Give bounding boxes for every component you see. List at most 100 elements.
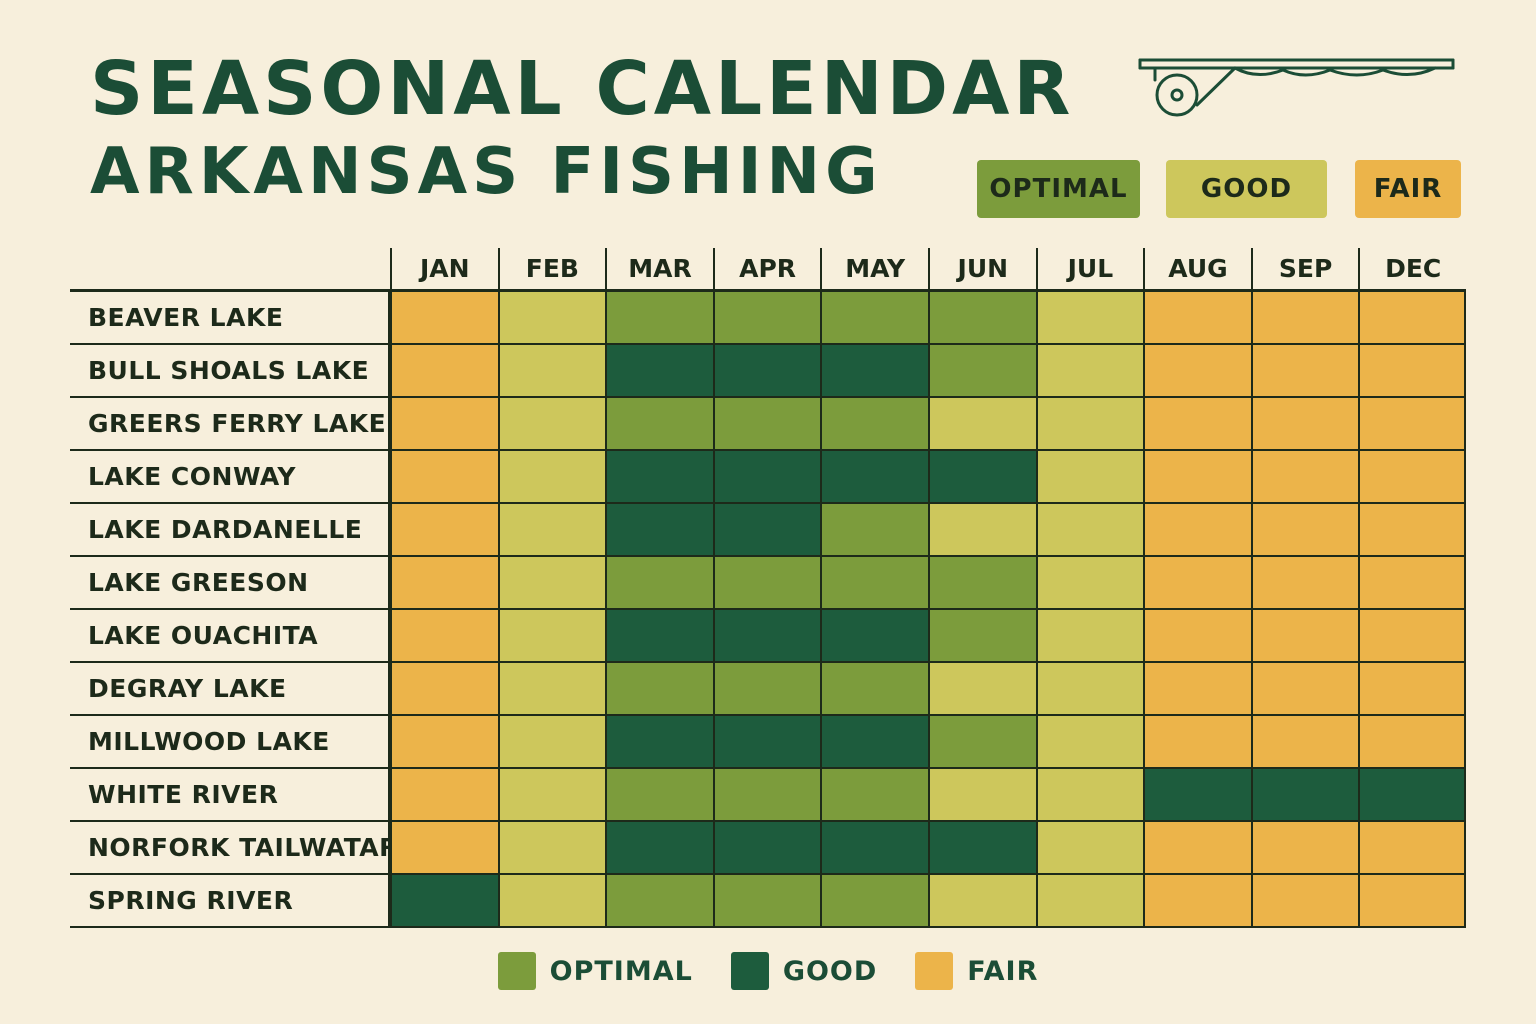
heatmap-cell <box>712 875 821 928</box>
bottom-legend-item-optimal: OPTIMAL <box>497 952 693 990</box>
heatmap-cell <box>712 663 821 716</box>
heatmap-cell <box>1250 292 1359 345</box>
month-header-jun: JUN <box>927 248 1036 292</box>
heatmap-cell <box>1035 875 1144 928</box>
heatmap-cell <box>497 345 606 398</box>
heatmap-cell <box>1143 451 1251 504</box>
heatmap-cell <box>1250 504 1359 557</box>
heatmap-cell <box>820 822 928 875</box>
heatmap-cell <box>390 345 498 398</box>
heatmap-cell <box>605 610 713 663</box>
heatmap-cell <box>1250 716 1359 769</box>
grid-corner <box>70 248 390 292</box>
heatmap-cell <box>1035 451 1144 504</box>
heatmap-cell <box>1358 504 1466 557</box>
bottom-legend-item-fair: FAIR <box>915 952 1038 990</box>
heatmap-cell <box>712 504 821 557</box>
heatmap-cell <box>712 557 821 610</box>
heatmap-cell <box>927 398 1036 451</box>
row-label: LAKE OUACHITA <box>70 610 390 663</box>
legend-label: GOOD <box>782 955 878 987</box>
heatmap-cell <box>390 716 498 769</box>
legend-label: OPTIMAL <box>549 955 693 987</box>
row-label: WHITE RIVER <box>70 769 390 822</box>
heatmap-cell <box>497 504 606 557</box>
heatmap-cell <box>927 822 1036 875</box>
row-label: LAKE DARDANELLE <box>70 504 390 557</box>
heatmap-cell <box>1250 557 1359 610</box>
heatmap-cell <box>712 716 821 769</box>
heatmap-cell <box>605 451 713 504</box>
heatmap-cell <box>1035 716 1144 769</box>
heatmap-cell <box>820 504 928 557</box>
heatmap-cell <box>390 610 498 663</box>
heatmap-cell <box>712 292 821 345</box>
month-header-sep: SEP <box>1250 248 1359 292</box>
month-header-aug: AUG <box>1143 248 1251 292</box>
heatmap-cell <box>712 769 821 822</box>
heatmap-cell <box>497 610 606 663</box>
heatmap-cell <box>712 610 821 663</box>
heatmap-cell <box>605 292 713 345</box>
heatmap-cell <box>1250 822 1359 875</box>
heatmap-cell <box>390 769 498 822</box>
heatmap-cell <box>927 610 1036 663</box>
page-subtitle: ARKANSAS FISHING <box>90 135 883 209</box>
heatmap-cell <box>927 345 1036 398</box>
heatmap-cell <box>497 875 606 928</box>
heatmap-cell <box>1358 875 1466 928</box>
heatmap-cell <box>390 822 498 875</box>
heatmap-cell <box>1358 663 1466 716</box>
heatmap-cell <box>1035 345 1144 398</box>
heatmap-cell <box>820 663 928 716</box>
row-label: GREERS FERRY LAKE <box>70 398 390 451</box>
heatmap-cell <box>712 345 821 398</box>
page-title: SEASONAL CALENDAR <box>90 46 1075 132</box>
heatmap-cell <box>497 451 606 504</box>
heatmap-cell <box>927 875 1036 928</box>
legend-label: FAIR <box>967 955 1039 987</box>
heatmap-cell <box>1358 610 1466 663</box>
heatmap-cell <box>1358 451 1466 504</box>
heatmap-cell <box>1358 822 1466 875</box>
row-label: BULL SHOALS LAKE <box>70 345 390 398</box>
legend-swatch <box>730 952 769 990</box>
heatmap-cell <box>1143 345 1251 398</box>
heatmap-cell <box>1035 822 1144 875</box>
row-label: SPRING RIVER <box>70 875 390 928</box>
heatmap-cell <box>497 398 606 451</box>
row-label: LAKE GREESON <box>70 557 390 610</box>
heatmap-cell <box>1143 504 1251 557</box>
heatmap-cell <box>1358 398 1466 451</box>
heatmap-cell <box>1143 292 1251 345</box>
month-header-dec: DEC <box>1358 248 1466 292</box>
heatmap-cell <box>927 769 1036 822</box>
heatmap-cell <box>1143 557 1251 610</box>
heatmap-cell <box>712 451 821 504</box>
heatmap-cell <box>927 451 1036 504</box>
heatmap-cell <box>927 663 1036 716</box>
month-header-jul: JUL <box>1035 248 1144 292</box>
heatmap-cell <box>927 557 1036 610</box>
heatmap-cell <box>1250 875 1359 928</box>
heatmap-cell <box>497 292 606 345</box>
heatmap-cell <box>390 557 498 610</box>
heatmap-cell <box>1250 451 1359 504</box>
month-header-feb: FEB <box>497 248 606 292</box>
heatmap-cell <box>820 398 928 451</box>
heatmap-cell <box>497 557 606 610</box>
heatmap-cell <box>820 557 928 610</box>
fishing-rod-icon <box>1138 58 1455 117</box>
heatmap-cell <box>1143 398 1251 451</box>
heatmap-cell <box>497 769 606 822</box>
heatmap-cell <box>390 875 498 928</box>
heatmap-cell <box>1250 398 1359 451</box>
month-header-mar: MAR <box>605 248 713 292</box>
heatmap-cell <box>605 716 713 769</box>
heatmap-cell <box>1035 557 1144 610</box>
heatmap-cell <box>497 663 606 716</box>
heatmap-cell <box>605 398 713 451</box>
heatmap-cell <box>927 292 1036 345</box>
heatmap-cell <box>390 504 498 557</box>
heatmap-cell <box>1250 345 1359 398</box>
